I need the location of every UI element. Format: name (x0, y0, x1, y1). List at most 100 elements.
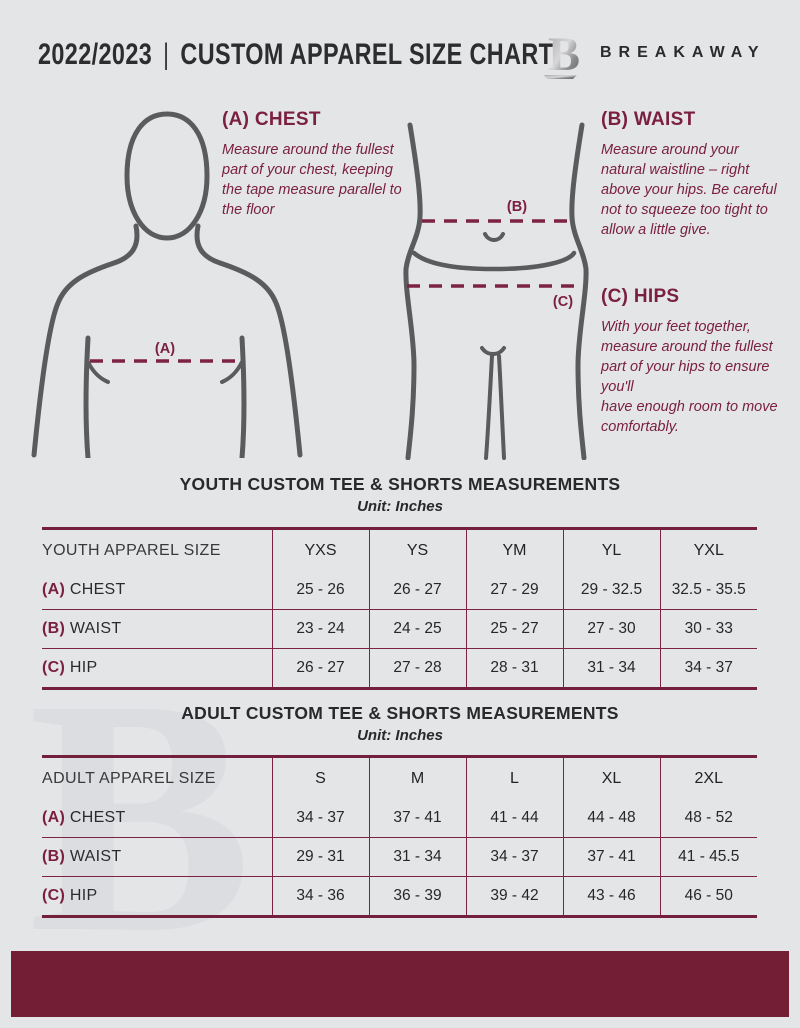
size-column-header: 2XL (659, 756, 757, 799)
youth-table-unit: Unit: Inches (357, 498, 443, 515)
row-name: CHEST (69, 581, 126, 598)
measure-row-label: (A) CHEST (42, 571, 272, 610)
measurement-cell: 23 - 24 (271, 609, 369, 649)
waist-instruction-text: Measure around your natural waistline – … (601, 142, 777, 238)
navel-mark (483, 232, 505, 242)
table-header-row: YOUTH APPAREL SIZE YXS YS YM YL YXL (42, 528, 757, 571)
left-chest-side-line (83, 335, 91, 458)
measurement-cell: 28 - 31 (465, 648, 563, 689)
measurement-cell: 27 - 28 (368, 648, 466, 689)
upper-body-diagram: (A) (31, 111, 303, 458)
measurement-cell: 25 - 26 (271, 571, 369, 610)
footer-accent-bar (11, 951, 789, 1017)
season-label: 2022/2023 (38, 38, 153, 71)
crotch-curve (480, 346, 506, 356)
right-shoulder-arm-outline (194, 223, 303, 458)
size-column-header: YM (465, 528, 563, 571)
right-torso-leg-outline (569, 122, 589, 460)
row-name: HIP (69, 887, 98, 904)
row-name: CHEST (69, 809, 126, 826)
measurement-cell: 37 - 41 (562, 837, 660, 877)
measurement-cell: 30 - 33 (659, 609, 757, 649)
left-inner-leg-line (484, 354, 494, 460)
logo-monogram: B (548, 28, 580, 81)
measurement-cell: 34 - 36 (271, 876, 369, 917)
row-name: HIP (69, 659, 98, 676)
measurement-cell: 25 - 27 (465, 609, 563, 649)
measurement-cell: 27 - 29 (465, 571, 563, 610)
measure-row-label: (B) WAIST (42, 837, 272, 877)
title-divider: | (163, 38, 170, 71)
measurement-cell: 32.5 - 35.5 (659, 571, 757, 610)
size-column-header: L (465, 756, 563, 799)
measurement-cell: 34 - 37 (271, 799, 369, 838)
right-inner-leg-line (497, 354, 506, 460)
measurement-cell: 39 - 42 (465, 876, 563, 917)
row-prefix: (A) (42, 581, 66, 598)
table-row: (A) CHEST 34 - 37 37 - 41 41 - 44 44 - 4… (42, 799, 757, 838)
adult-size-row-header: ADULT APPAREL SIZE (42, 769, 216, 787)
waist-instruction-heading: (B) WAIST (601, 109, 696, 130)
measurement-cell: 24 - 25 (368, 609, 466, 649)
size-column-header: XL (562, 756, 660, 799)
measure-row-label: (A) CHEST (42, 799, 272, 838)
size-column-header: YXL (659, 528, 757, 571)
measurement-cell: 31 - 34 (562, 648, 660, 689)
table-row: (C) HIP 34 - 36 36 - 39 39 - 42 43 - 46 … (42, 876, 757, 917)
size-column-header: M (368, 756, 466, 799)
measurement-cell: 27 - 30 (562, 609, 660, 649)
table-header-row: ADULT APPAREL SIZE S M L XL 2XL (42, 756, 757, 799)
size-column-header: YL (562, 528, 660, 571)
brand-wordmark: BREAKAWAY (600, 44, 766, 61)
table-row: (B) WAIST 23 - 24 24 - 25 25 - 27 27 - 3… (42, 609, 757, 649)
row-prefix: (B) (42, 620, 66, 637)
breakaway-logo-icon: B (544, 28, 580, 81)
table-row: (B) WAIST 29 - 31 31 - 34 34 - 37 37 - 4… (42, 837, 757, 877)
measurement-cell: 29 - 31 (271, 837, 369, 877)
chart-title: CUSTOM APPAREL SIZE CHART (180, 38, 554, 71)
head-outline (124, 111, 210, 241)
adult-table-unit: Unit: Inches (357, 727, 443, 744)
table-row: (A) CHEST 25 - 26 26 - 27 27 - 29 29 - 3… (42, 571, 757, 610)
measurement-cell: 43 - 46 (562, 876, 660, 917)
size-column-header: YXS (271, 528, 369, 571)
measure-row-label: (C) HIP (42, 877, 272, 917)
measure-row-label: (C) HIP (42, 649, 272, 689)
left-shoulder-arm-outline (31, 223, 140, 458)
chest-marker-label: (A) (155, 341, 175, 357)
right-chest-side-line (239, 335, 247, 458)
measurement-cell: 37 - 41 (368, 799, 466, 838)
measurement-cell: 29 - 32.5 (562, 571, 660, 610)
size-column-header: YS (368, 528, 466, 571)
chest-instruction-text: Measure around the fullest part of your … (222, 142, 402, 218)
measurement-cell: 31 - 34 (368, 837, 466, 877)
row-prefix: (B) (42, 848, 66, 865)
adult-size-table: ADULT APPAREL SIZE S M L XL 2XL (A) CHES… (42, 755, 757, 918)
adult-table-title: ADULT CUSTOM TEE & SHORTS MEASUREMENTS (181, 703, 619, 723)
lower-body-diagram: (B) (C) (403, 122, 589, 460)
measurement-cell: 34 - 37 (659, 648, 757, 689)
measure-row-label: (B) WAIST (42, 609, 272, 649)
row-name: WAIST (69, 620, 122, 637)
page-title: 2022/2023 | CUSTOM APPAREL SIZE CHART (38, 36, 553, 74)
left-torso-leg-outline (403, 122, 423, 460)
row-name: WAIST (69, 848, 122, 865)
logo-underline-swash (544, 75, 577, 79)
youth-size-table: YOUTH APPAREL SIZE YXS YS YM YL YXL (A) … (42, 527, 757, 690)
hip-crease-curve (411, 250, 577, 272)
measurement-cell: 34 - 37 (465, 837, 563, 877)
waist-marker-label: (B) (507, 199, 527, 215)
measurement-cell: 26 - 27 (368, 571, 466, 610)
measurement-cell: 44 - 48 (562, 799, 660, 838)
hip-marker-label: (C) (553, 294, 573, 310)
measurement-cell: 41 - 45.5 (659, 837, 757, 877)
measurement-cell: 48 - 52 (659, 799, 757, 838)
row-prefix: (C) (42, 659, 66, 676)
measurement-cell: 26 - 27 (271, 648, 369, 689)
right-armpit-notch (220, 360, 244, 384)
hips-instruction-text: With your feet together, measure around … (601, 319, 778, 435)
row-prefix: (A) (42, 809, 66, 826)
chest-instruction-heading: (A) CHEST (222, 109, 321, 130)
left-armpit-notch (86, 360, 110, 384)
